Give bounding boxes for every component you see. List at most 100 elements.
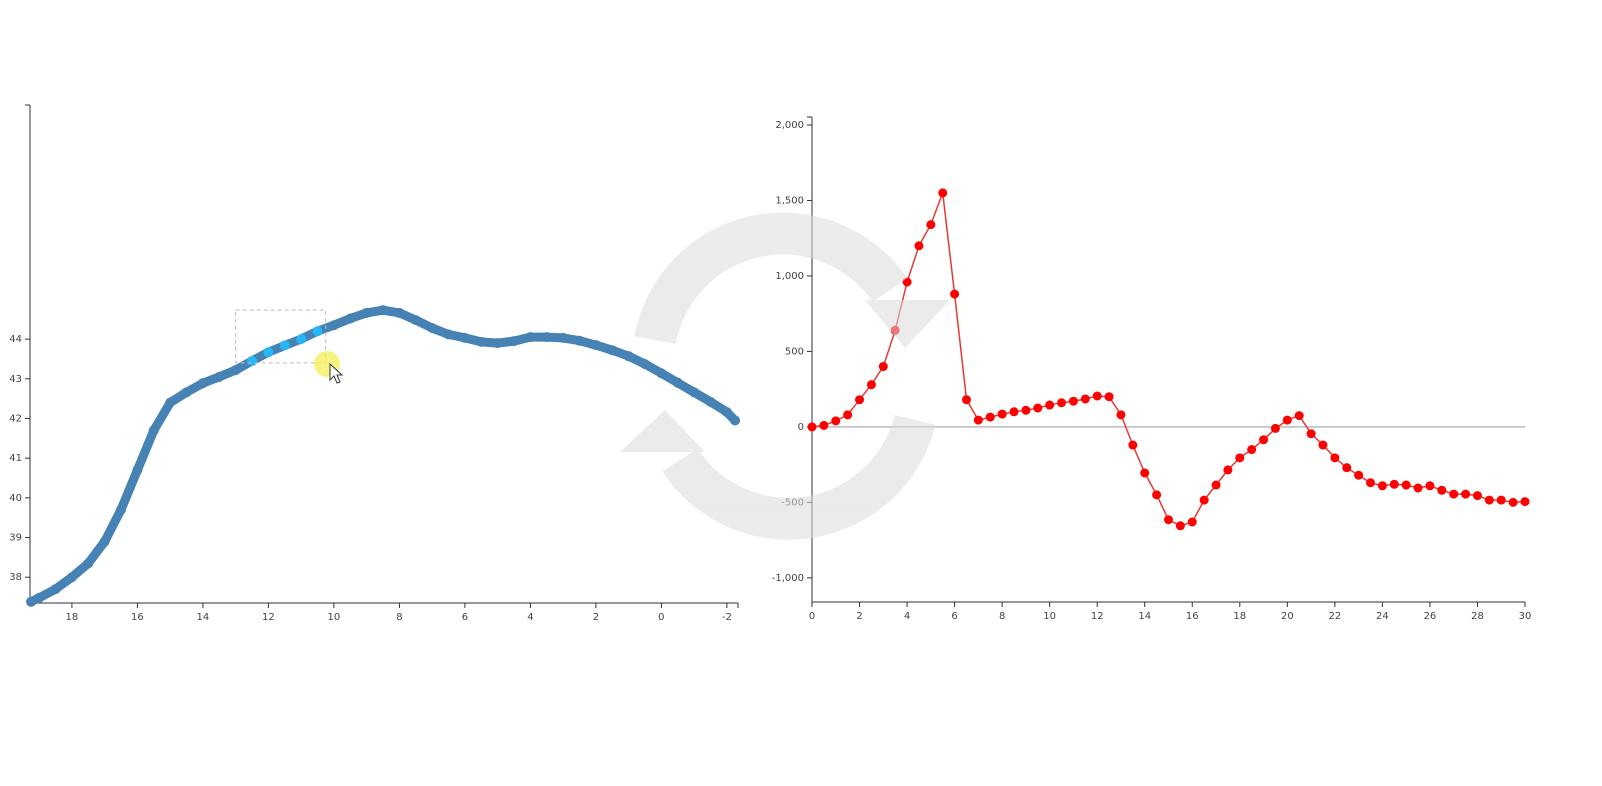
x-tick-label: 12	[262, 612, 275, 623]
cursor	[329, 362, 344, 384]
point	[1057, 398, 1067, 408]
point	[730, 415, 741, 426]
point	[1449, 489, 1459, 499]
x-tick-label: 8	[999, 611, 1005, 622]
point	[656, 368, 667, 379]
point	[525, 332, 536, 343]
x-tick-label: 10	[1043, 611, 1056, 622]
point	[1187, 517, 1197, 527]
point	[459, 332, 470, 343]
x-tick-label: 16	[131, 612, 144, 623]
point	[361, 307, 372, 318]
x-tick-label: 0	[809, 611, 815, 622]
point	[1092, 391, 1102, 401]
point	[509, 336, 520, 347]
y-tick-label: 43	[9, 374, 22, 385]
point	[1140, 468, 1150, 478]
x-tick-label: 4	[527, 612, 533, 623]
point	[1472, 491, 1482, 501]
point	[1342, 463, 1352, 473]
point	[819, 420, 829, 430]
y-tick-label: -1,000	[772, 573, 804, 584]
point	[1437, 485, 1447, 495]
point	[1354, 470, 1364, 480]
point	[66, 572, 77, 583]
x-tick-label: 18	[1233, 611, 1246, 622]
point	[1306, 429, 1316, 439]
x-tick-label: 10	[328, 612, 341, 623]
point	[973, 415, 983, 425]
selection-box	[235, 309, 327, 364]
point	[607, 345, 618, 356]
point	[1116, 410, 1126, 420]
point	[926, 220, 936, 230]
x-tick-label: -2	[722, 612, 732, 623]
point	[866, 380, 876, 390]
x-tick-label: 18	[66, 612, 79, 623]
point	[165, 397, 176, 408]
point	[1413, 483, 1423, 493]
point	[148, 425, 159, 436]
point	[807, 422, 817, 432]
point	[296, 334, 307, 345]
y-tick-label: 39	[9, 533, 22, 544]
point	[1175, 521, 1185, 531]
point	[427, 323, 438, 334]
point	[1021, 405, 1031, 415]
point	[997, 409, 1007, 419]
point	[1401, 480, 1411, 490]
refresh-arrowhead	[620, 410, 705, 452]
point	[1247, 445, 1257, 455]
point	[132, 465, 143, 476]
point	[843, 410, 853, 420]
x-tick-label: 14	[1138, 611, 1151, 622]
point	[623, 351, 634, 362]
point	[116, 504, 127, 515]
point	[50, 584, 61, 595]
point	[1508, 497, 1518, 507]
x-tick-label: 22	[1328, 611, 1341, 622]
point	[476, 336, 487, 347]
point	[1389, 479, 1399, 489]
point	[1425, 481, 1435, 491]
y-tick-label: 500	[785, 346, 804, 357]
point	[721, 407, 732, 418]
point	[197, 378, 208, 389]
point	[1223, 465, 1233, 475]
y-tick-label: 44	[9, 334, 22, 345]
point	[590, 340, 601, 351]
x-tick-label: 2	[593, 612, 599, 623]
point	[345, 313, 356, 324]
point	[214, 371, 225, 382]
x-tick-label: 28	[1471, 611, 1484, 622]
point	[1484, 495, 1494, 505]
x-tick-label: 26	[1424, 611, 1437, 622]
point	[492, 338, 503, 349]
point	[689, 387, 700, 398]
point	[1128, 440, 1138, 450]
y-tick-label: 2,000	[775, 120, 804, 131]
point	[181, 387, 192, 398]
y-tick-label: 38	[9, 572, 22, 583]
point	[1330, 453, 1340, 463]
point	[831, 416, 841, 426]
point	[1235, 453, 1245, 463]
point	[230, 365, 241, 376]
point	[1270, 423, 1280, 433]
point	[1164, 515, 1173, 525]
point	[1366, 478, 1376, 488]
point	[938, 188, 948, 198]
point	[574, 335, 585, 346]
point	[378, 305, 389, 316]
point	[541, 332, 552, 343]
point	[247, 355, 258, 366]
x-tick-label: 6	[462, 612, 468, 623]
point	[34, 592, 45, 603]
point	[950, 289, 960, 299]
y-tick-label: 40	[9, 493, 22, 504]
x-tick-label: 4	[904, 611, 910, 622]
refresh-arc	[634, 212, 908, 345]
point	[1211, 480, 1221, 490]
